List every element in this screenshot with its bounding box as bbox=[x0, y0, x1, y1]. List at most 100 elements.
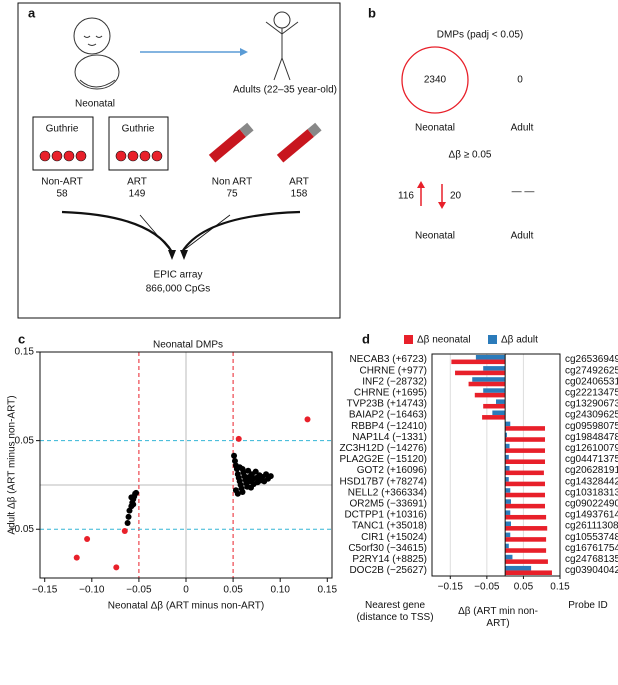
bar bbox=[505, 470, 544, 476]
bar bbox=[455, 370, 506, 376]
group-name: ART bbox=[289, 177, 309, 188]
point bbox=[113, 564, 120, 571]
panel-label: b bbox=[368, 5, 376, 20]
probe-label: cg22213475 bbox=[565, 387, 618, 398]
bar bbox=[474, 392, 506, 398]
arrowhead bbox=[417, 181, 446, 209]
bar bbox=[451, 359, 506, 365]
category-label: DCTPP1 (+10316) bbox=[344, 510, 427, 521]
bar bbox=[505, 492, 546, 498]
x-tick-label: 0.15 bbox=[550, 582, 570, 593]
y-label-left: Nearest gene (distance to TSS) bbox=[356, 600, 434, 623]
count: 20 bbox=[450, 191, 462, 202]
category-label: NECAB3 (+6723) bbox=[349, 354, 427, 365]
point bbox=[121, 528, 128, 535]
chart-title: Neonatal DMPs bbox=[153, 340, 223, 351]
bar bbox=[505, 532, 511, 538]
category-label: CHRNE (+1695) bbox=[354, 387, 427, 398]
bar bbox=[468, 381, 506, 387]
category-label: NELL2 (+366334) bbox=[348, 487, 427, 498]
count: 0 bbox=[517, 75, 523, 86]
point bbox=[235, 435, 242, 442]
bar bbox=[505, 548, 547, 553]
probe-label: cg24309625 bbox=[565, 410, 618, 421]
card bbox=[108, 116, 169, 171]
bar bbox=[475, 355, 506, 360]
bar bbox=[505, 432, 507, 438]
bar bbox=[505, 448, 546, 453]
card-label: Guthrie bbox=[122, 124, 155, 135]
category-label: PLA2G2E (−15120) bbox=[339, 454, 427, 465]
bar bbox=[492, 410, 506, 416]
probe-label: cg09022490 bbox=[565, 498, 618, 509]
bar bbox=[505, 488, 511, 493]
adult-icon bbox=[265, 11, 299, 81]
category-label: CHRNE (+977) bbox=[359, 365, 427, 376]
probe-label: cg19848478 bbox=[565, 432, 618, 443]
y-axis-label: Adult Δβ (ART minus non-ART) bbox=[7, 395, 18, 534]
probe-label: cg12610079 bbox=[565, 443, 618, 454]
category-label: P2RY14 (+8825) bbox=[352, 554, 427, 565]
category-label: DOC2B (−25627) bbox=[349, 565, 427, 576]
bar bbox=[505, 521, 511, 527]
bar bbox=[483, 403, 506, 409]
x-tick-label: 0 bbox=[183, 585, 189, 596]
category-label: RBBP4 (−12410) bbox=[351, 421, 427, 432]
circle bbox=[401, 46, 469, 114]
category-label: ZC3H12D (−14276) bbox=[339, 443, 427, 454]
panel-label: d bbox=[362, 331, 370, 346]
panel-label: c bbox=[18, 331, 25, 346]
bar bbox=[505, 426, 546, 431]
y-label-right: Probe ID bbox=[568, 600, 608, 611]
group-count: 158 bbox=[291, 189, 308, 200]
title: DMPs (padj < 0.05) bbox=[437, 30, 523, 41]
label: Neonatal bbox=[415, 231, 455, 242]
probe-label: cg10318313 bbox=[565, 487, 618, 498]
card bbox=[32, 116, 94, 171]
x-tick-label: −0.15 bbox=[32, 585, 58, 596]
probe-label: cg16761754 bbox=[565, 543, 618, 554]
bar bbox=[483, 366, 506, 371]
category-label: INF2 (−28732) bbox=[362, 376, 427, 387]
x-tick-label: −0.15 bbox=[438, 582, 464, 593]
count: 116 bbox=[398, 191, 414, 202]
arrowhead bbox=[168, 250, 188, 260]
probe-label: cg03904042 bbox=[565, 565, 618, 576]
point bbox=[304, 416, 311, 423]
point bbox=[267, 473, 274, 480]
point bbox=[124, 520, 131, 527]
category-label: C5orf30 (−34615) bbox=[348, 543, 427, 554]
group-count: 149 bbox=[129, 189, 146, 200]
bar bbox=[505, 481, 546, 487]
probe-label: cg13290673 bbox=[565, 399, 618, 410]
point bbox=[234, 490, 241, 497]
bar bbox=[496, 399, 506, 404]
probe-label: cg04471375 bbox=[565, 454, 618, 465]
x-tick-label: 0.10 bbox=[270, 585, 290, 596]
panel-label: a bbox=[28, 5, 36, 20]
category-label: BAIAP2 (−16463) bbox=[349, 410, 427, 421]
point bbox=[125, 513, 132, 520]
y-tick-label: −0.05 bbox=[9, 524, 35, 535]
bar bbox=[505, 543, 509, 549]
category-label: OR2M5 (−33691) bbox=[349, 498, 427, 509]
label: Δβ ≥ 0.05 bbox=[449, 150, 492, 161]
tube bbox=[208, 122, 254, 163]
bar bbox=[505, 437, 546, 442]
probe-label: cg20628191 bbox=[565, 465, 618, 476]
probe-label: cg26111308 bbox=[565, 521, 618, 532]
category-label: TVP23B (+14743) bbox=[347, 399, 427, 410]
point bbox=[128, 494, 135, 501]
arrows bbox=[420, 184, 443, 206]
bar bbox=[505, 443, 510, 449]
point bbox=[84, 536, 91, 543]
x-tick-label: 0.05 bbox=[514, 582, 534, 593]
label: — — bbox=[512, 187, 535, 198]
merge-lines bbox=[61, 210, 301, 253]
panel-a-frame bbox=[17, 2, 341, 319]
probe-label: cg27492625 bbox=[565, 365, 618, 376]
bar bbox=[483, 388, 506, 393]
probe-label: cg14937614 bbox=[565, 510, 618, 521]
point bbox=[252, 468, 259, 475]
point bbox=[73, 554, 80, 561]
